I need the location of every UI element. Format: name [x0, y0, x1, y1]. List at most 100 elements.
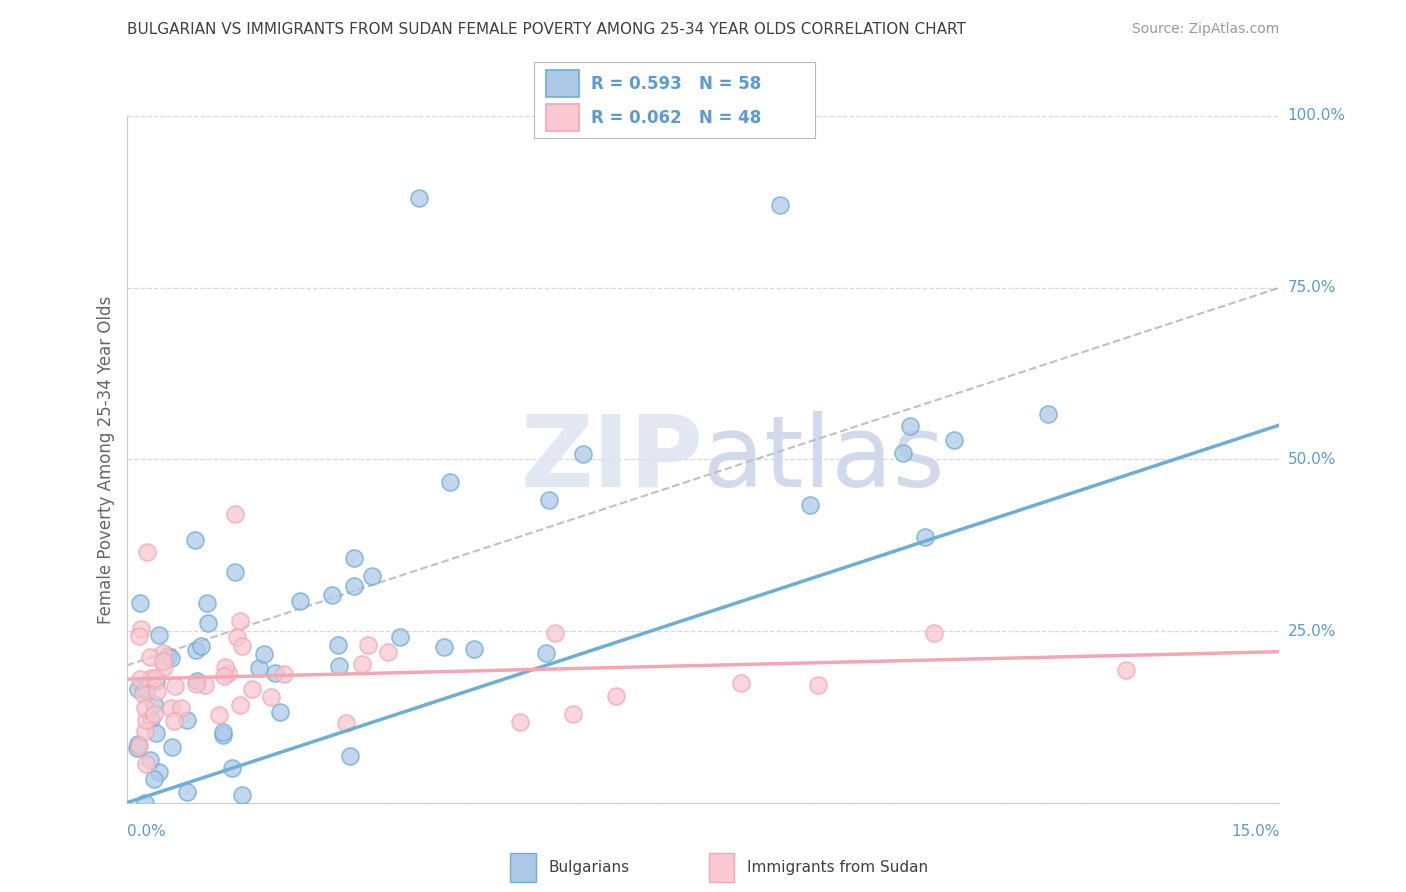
- Point: [194, 678, 217, 692]
- Point: [231, 789, 253, 803]
- Point: [146, 684, 169, 698]
- Point: [132, 687, 155, 701]
- Point: [129, 623, 152, 637]
- Point: [463, 641, 485, 656]
- Point: [134, 700, 156, 714]
- Point: [538, 492, 561, 507]
- Point: [145, 673, 167, 688]
- Text: 0.0%: 0.0%: [127, 824, 166, 838]
- Point: [260, 690, 283, 704]
- Point: [326, 638, 349, 652]
- Point: [225, 630, 247, 644]
- Point: [134, 796, 156, 810]
- Point: [156, 648, 179, 663]
- Point: [163, 714, 186, 729]
- Point: [247, 661, 270, 675]
- Point: [134, 682, 156, 697]
- Text: 15.0%: 15.0%: [1232, 824, 1279, 838]
- Point: [408, 191, 430, 205]
- Point: [224, 565, 246, 579]
- Point: [339, 749, 361, 764]
- Point: [544, 626, 567, 640]
- Point: [207, 707, 229, 722]
- Point: [224, 508, 246, 522]
- Point: [321, 588, 343, 602]
- Point: [217, 666, 239, 681]
- Point: [139, 753, 162, 767]
- Text: 25.0%: 25.0%: [1288, 624, 1336, 639]
- Point: [134, 724, 156, 739]
- Point: [343, 579, 366, 593]
- Point: [197, 616, 219, 631]
- Point: [152, 647, 174, 661]
- Point: [159, 701, 181, 715]
- Point: [221, 761, 243, 775]
- Point: [143, 671, 166, 685]
- Point: [148, 764, 170, 779]
- Point: [769, 198, 792, 212]
- Point: [141, 712, 163, 726]
- Point: [328, 659, 350, 673]
- Point: [269, 705, 291, 719]
- Point: [214, 669, 236, 683]
- Point: [125, 740, 148, 755]
- Point: [128, 629, 150, 643]
- Point: [127, 737, 149, 751]
- FancyBboxPatch shape: [546, 104, 579, 130]
- Point: [891, 446, 914, 460]
- Point: [943, 433, 966, 447]
- Text: 75.0%: 75.0%: [1288, 280, 1336, 295]
- Point: [240, 681, 263, 696]
- Point: [162, 739, 184, 754]
- Point: [922, 626, 945, 640]
- Point: [142, 697, 165, 711]
- Point: [135, 713, 157, 727]
- Point: [229, 698, 252, 712]
- Point: [799, 498, 821, 512]
- FancyBboxPatch shape: [546, 70, 579, 96]
- Point: [152, 659, 174, 673]
- Point: [357, 638, 380, 652]
- Point: [898, 419, 921, 434]
- Point: [432, 640, 454, 655]
- Text: R = 0.062   N = 48: R = 0.062 N = 48: [591, 109, 761, 127]
- Point: [170, 701, 193, 715]
- Point: [145, 726, 167, 740]
- Text: atlas: atlas: [703, 411, 945, 508]
- Point: [152, 654, 174, 668]
- FancyBboxPatch shape: [510, 854, 536, 881]
- Point: [361, 569, 384, 583]
- Point: [184, 533, 207, 547]
- Point: [352, 657, 374, 672]
- Point: [184, 643, 207, 657]
- Point: [138, 649, 160, 664]
- Text: 100.0%: 100.0%: [1288, 109, 1346, 123]
- Point: [561, 706, 583, 721]
- Point: [135, 756, 157, 771]
- Point: [263, 666, 285, 681]
- Point: [195, 596, 218, 610]
- Point: [1115, 663, 1137, 677]
- Y-axis label: Female Poverty Among 25-34 Year Olds: Female Poverty Among 25-34 Year Olds: [97, 295, 115, 624]
- Point: [343, 550, 366, 565]
- Point: [335, 715, 357, 730]
- Point: [253, 648, 276, 662]
- Point: [1038, 407, 1060, 421]
- Point: [914, 530, 936, 544]
- Point: [190, 639, 212, 653]
- Point: [148, 628, 170, 642]
- Point: [229, 614, 252, 628]
- Point: [176, 785, 198, 799]
- Point: [139, 671, 162, 685]
- Point: [377, 645, 399, 659]
- Text: ZIP: ZIP: [520, 411, 703, 508]
- Point: [135, 545, 157, 559]
- Point: [127, 681, 149, 696]
- Text: Bulgarians: Bulgarians: [548, 860, 630, 875]
- Point: [128, 672, 150, 686]
- Point: [129, 597, 152, 611]
- Point: [273, 667, 295, 681]
- Point: [439, 475, 461, 489]
- Point: [128, 739, 150, 754]
- Point: [184, 677, 207, 691]
